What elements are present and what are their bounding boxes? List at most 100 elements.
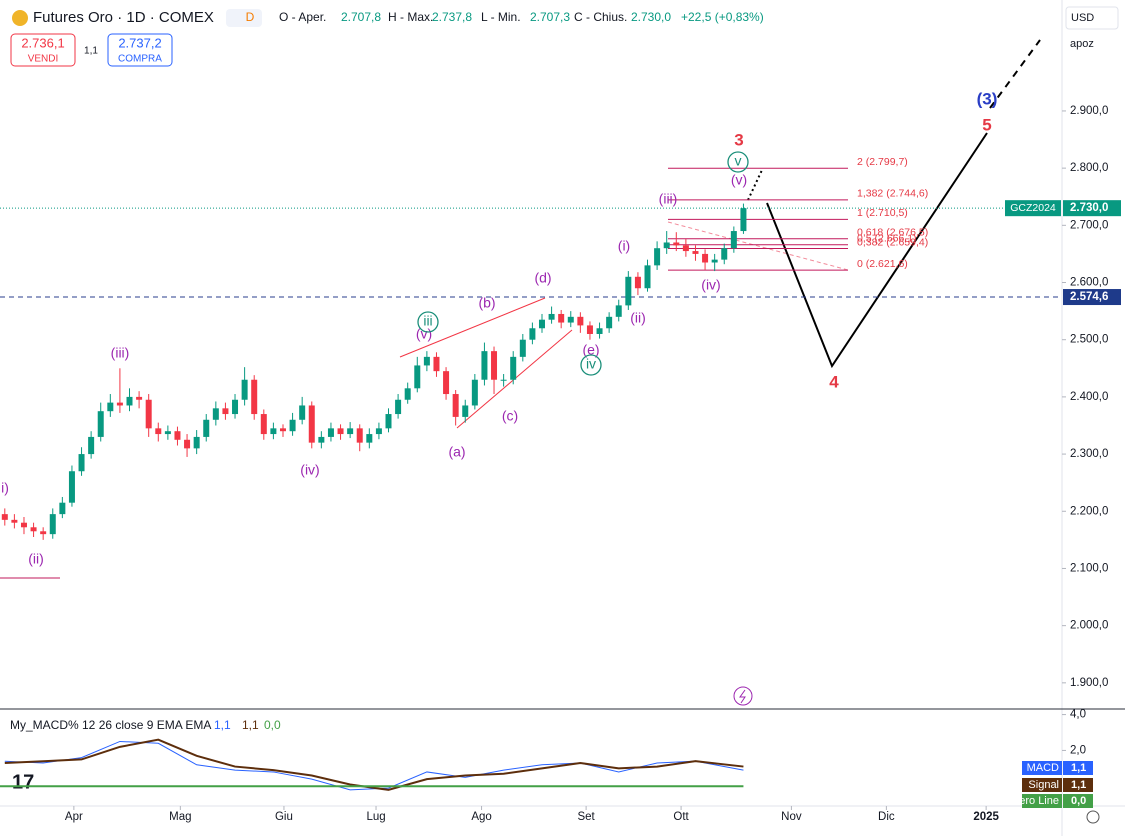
candle-body <box>577 316 584 326</box>
candle-body <box>30 527 37 532</box>
candle-body <box>193 436 200 449</box>
candle-body <box>318 436 325 443</box>
legend-value: 0,0 <box>1071 795 1086 807</box>
candle-body <box>251 379 258 415</box>
candle-body <box>88 436 95 455</box>
candle-body <box>366 434 373 443</box>
candle-body <box>260 414 267 435</box>
candle-body <box>510 356 517 380</box>
candle-body <box>289 419 296 432</box>
wave-label: iii <box>423 313 432 329</box>
legend-value-tag <box>1063 778 1093 792</box>
candle-body <box>212 408 219 420</box>
y-tick-label: 2.300,0 <box>1070 448 1108 460</box>
wave-label: (i) <box>618 238 630 254</box>
candle-body <box>116 402 123 406</box>
wave-label: (iv) <box>701 277 720 293</box>
x-tick-label: Nov <box>781 811 802 823</box>
legend-tag <box>1022 778 1062 792</box>
wave-label: (iv) <box>300 462 319 478</box>
wave-label: 4 <box>829 372 839 391</box>
candle-body <box>347 428 354 435</box>
candle-body <box>740 208 747 232</box>
wave-label: (ii) <box>630 310 646 326</box>
currency[interactable]: USD <box>1071 12 1094 24</box>
candle-body <box>136 396 143 400</box>
candle-body <box>682 245 689 252</box>
candle-body <box>203 419 210 437</box>
legend-name: Signal <box>1028 779 1059 791</box>
wave-label: (d) <box>534 270 551 286</box>
legend-name: MACD <box>1027 762 1059 774</box>
x-tick-label: Ott <box>673 811 689 823</box>
candle-body <box>164 431 171 435</box>
ohlc-label: C - Chius. <box>574 10 627 24</box>
ohlc-value: 2.730,0 <box>631 10 671 24</box>
symbol-title[interactable]: Futures Oro · 1D · COMEX <box>33 9 214 26</box>
y-tick-label: 2.700,0 <box>1070 219 1108 231</box>
candle-body <box>270 428 277 435</box>
badge: D <box>246 10 255 24</box>
wave-label: v <box>735 153 742 169</box>
symbol-icon <box>12 10 28 26</box>
candle-body <box>538 319 545 329</box>
candle-body <box>97 411 104 437</box>
buy-button[interactable] <box>107 33 173 67</box>
y-tick-label: 2.400,0 <box>1070 391 1108 403</box>
sell-button[interactable] <box>10 33 76 67</box>
candle-body <box>107 402 114 412</box>
wave-label: (3) <box>977 89 998 108</box>
buy-label: COMPRA <box>118 54 162 65</box>
candle-body <box>596 328 603 334</box>
event-icon[interactable] <box>733 686 753 706</box>
logo: 17 <box>12 771 34 793</box>
legend-value-tag <box>1063 761 1093 775</box>
sell-price: 2.736,1 <box>21 35 64 50</box>
candle-body <box>606 316 613 329</box>
projection <box>766 132 988 369</box>
candle-body <box>721 248 728 260</box>
candle-body <box>404 388 411 400</box>
scale-mode[interactable]: apoz <box>1070 38 1094 50</box>
last-price-label: 2.730,0 <box>1070 202 1108 214</box>
candle-body <box>40 531 47 535</box>
fib-label: 1 (2.710,5) <box>857 207 908 219</box>
fib-label: 1,382 (2.744,6) <box>857 188 928 200</box>
candle-body <box>145 399 152 429</box>
legend-value-tag <box>1063 794 1093 808</box>
currency-button[interactable] <box>1065 6 1119 30</box>
fib-label: 0 (2.621,6) <box>857 258 908 270</box>
x-tick-label: Giu <box>275 811 293 823</box>
candle-body <box>644 265 651 289</box>
projection-dashed <box>989 39 1041 109</box>
candle-body <box>78 454 85 472</box>
ohlc-value: 2.737,8 <box>432 10 472 24</box>
x-tick-label: 2025 <box>973 811 999 823</box>
candle-body <box>558 313 565 323</box>
y-tick-label: 2.000,0 <box>1070 620 1108 632</box>
candle-body <box>299 405 306 420</box>
candle-body <box>673 242 680 246</box>
candle-body <box>519 339 526 357</box>
candle-body <box>529 328 536 340</box>
candle-body <box>308 405 315 443</box>
trend-line <box>667 221 849 271</box>
candle-body <box>375 428 382 435</box>
x-tick-label: Apr <box>65 811 83 823</box>
ohlc-label: H - Max. <box>388 10 433 24</box>
candle-body <box>395 399 402 415</box>
wave-label: (a) <box>448 444 465 460</box>
candle-body <box>711 259 718 263</box>
y-tick-label: 2.600,0 <box>1070 277 1108 289</box>
candle-body <box>11 519 18 523</box>
y-tick-label: 2.900,0 <box>1070 105 1108 117</box>
candle-body <box>20 522 27 528</box>
settings-icon[interactable] <box>1086 810 1100 824</box>
wave-label: (b) <box>478 295 495 311</box>
candle-body <box>423 356 430 366</box>
candle-body <box>232 399 239 415</box>
wave-circle <box>727 151 749 173</box>
candle-body <box>279 428 286 432</box>
y-tick-label: 2.500,0 <box>1070 334 1108 346</box>
